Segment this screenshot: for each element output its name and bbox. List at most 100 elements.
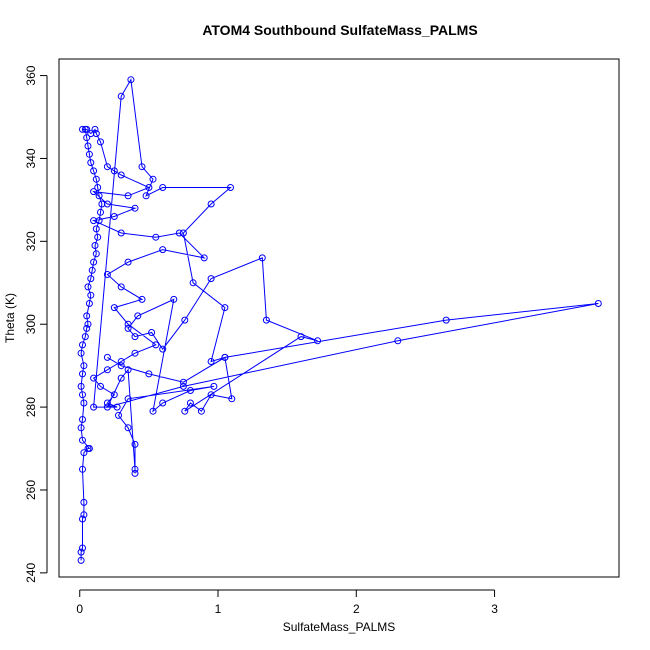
data-point (124, 366, 132, 374)
data-point (77, 424, 85, 432)
y-tick-label: 320 (24, 231, 38, 251)
data-point (103, 200, 111, 208)
data-point (81, 333, 89, 341)
series-layer (77, 76, 602, 564)
data-point (79, 436, 86, 444)
data-point (124, 324, 132, 332)
data-point (181, 407, 189, 415)
data-point (200, 254, 208, 262)
y-tick-label: 280 (24, 397, 38, 417)
data-point (159, 184, 167, 191)
y-tick-label: 340 (24, 148, 38, 168)
data-point (83, 324, 91, 332)
x-tick-label: 0 (76, 602, 83, 616)
data-point (80, 498, 88, 506)
data-point (258, 254, 266, 262)
data-point (94, 184, 102, 191)
data-point (79, 544, 86, 552)
data-point (117, 358, 125, 365)
data-point (124, 424, 132, 432)
data-point (90, 258, 98, 266)
data-point (103, 163, 111, 171)
data-point (117, 229, 125, 237)
data-point (124, 395, 132, 403)
data-point (145, 370, 153, 378)
data-point (84, 283, 92, 291)
data-point (127, 76, 135, 84)
data-point (92, 250, 100, 258)
data-point (221, 353, 229, 361)
data-point (87, 159, 95, 167)
data-point (117, 92, 125, 100)
data-point (90, 374, 98, 382)
y-tick-label: 300 (24, 314, 38, 334)
y-axis: 240 260 280 300 320 340 360 (24, 65, 48, 583)
data-point (186, 399, 194, 407)
data-point (85, 445, 93, 452)
chart-title: ATOM4 Southbound SulfateMass_PALMS (202, 22, 477, 38)
data-point (228, 395, 236, 403)
data-point (134, 312, 142, 320)
data-point (115, 411, 122, 419)
data-point (442, 316, 450, 324)
x-axis-label: SulfateMass_PALMS (283, 620, 396, 634)
data-point (79, 125, 86, 133)
x-tick-label: 3 (491, 602, 498, 616)
data-point (103, 353, 111, 361)
data-point (90, 217, 98, 225)
data-point (181, 316, 189, 324)
data-point (131, 349, 139, 357)
x-axis: 0 1 2 3 (76, 589, 498, 616)
data-point (87, 275, 95, 283)
data-point (189, 279, 197, 287)
data-point (197, 407, 205, 415)
data-point (77, 548, 85, 556)
data-point (103, 399, 111, 407)
data-point (77, 382, 85, 390)
data-point (80, 362, 88, 370)
data-point (79, 391, 86, 399)
y-tick-label: 260 (24, 480, 38, 500)
data-point (117, 171, 125, 179)
data-point (83, 125, 91, 133)
data-point (207, 391, 215, 399)
data-point (97, 138, 104, 146)
data-point (103, 403, 111, 411)
data-point (84, 320, 92, 328)
data-point (145, 184, 153, 191)
data-point (159, 246, 167, 254)
data-point (124, 258, 132, 266)
data-point (117, 362, 125, 370)
data-point (92, 225, 100, 233)
data-point (170, 295, 178, 303)
data-point (175, 229, 183, 237)
data-point (159, 399, 167, 407)
y-tick-label: 240 (24, 563, 38, 583)
data-point (79, 341, 86, 349)
data-point (94, 233, 102, 241)
data-point (210, 382, 218, 390)
data-point (110, 304, 118, 312)
data-point (77, 556, 85, 564)
data-point (207, 200, 215, 208)
data-point (90, 403, 98, 411)
data-point (110, 167, 118, 175)
data-point (131, 469, 139, 477)
x-tick-label: 2 (353, 602, 360, 616)
data-point (138, 295, 146, 303)
data-point (103, 366, 111, 374)
data-point (227, 184, 234, 191)
data-point (124, 320, 132, 328)
data-point (149, 407, 157, 415)
data-point (142, 192, 150, 200)
data-point (179, 229, 187, 237)
data-point (77, 349, 85, 357)
data-point (83, 134, 91, 142)
data-point (152, 233, 160, 241)
series-line (80, 78, 599, 561)
data-point (207, 275, 215, 283)
y-tick-label: 360 (24, 65, 38, 85)
data-point (131, 333, 139, 341)
data-point (149, 175, 157, 183)
